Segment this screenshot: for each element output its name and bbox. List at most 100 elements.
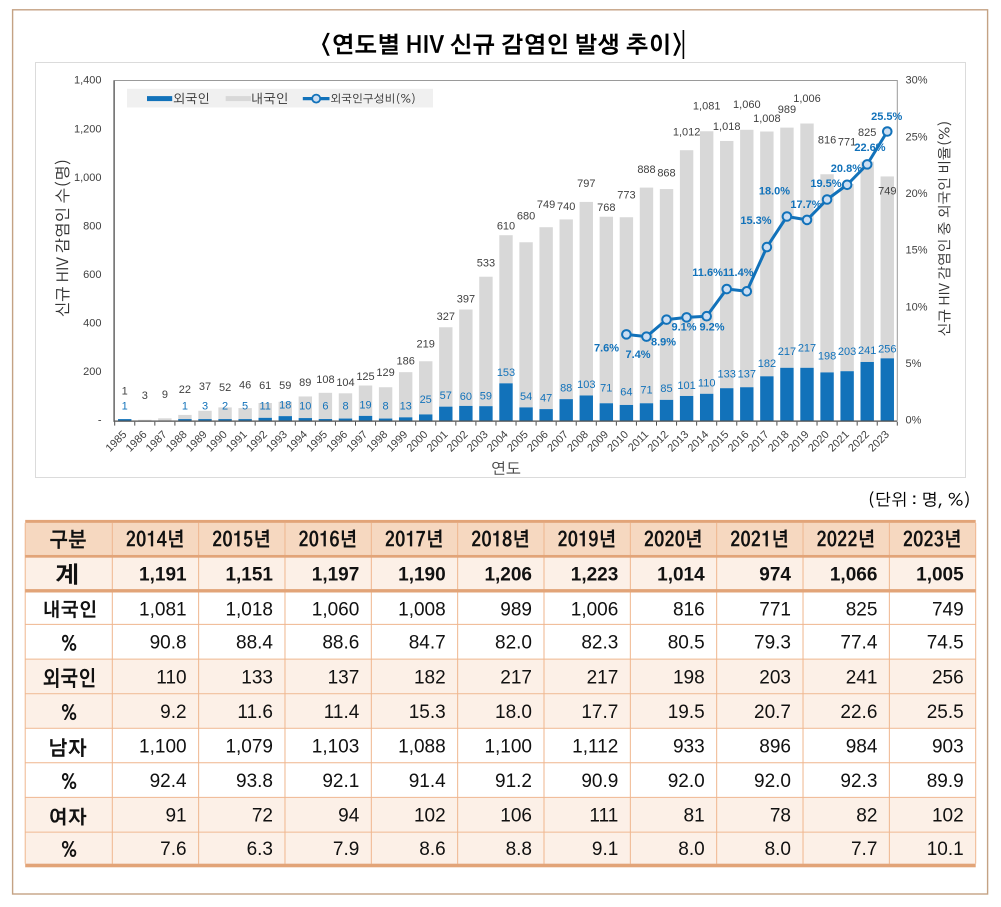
svg-text:1,151: 1,151	[225, 564, 273, 585]
svg-text:133: 133	[718, 368, 736, 380]
svg-text:200: 200	[83, 366, 101, 378]
svg-text:46: 46	[239, 380, 251, 392]
svg-text:797: 797	[577, 178, 595, 190]
svg-text:108: 108	[316, 374, 334, 386]
svg-text:749: 749	[878, 186, 896, 198]
svg-text:91.2: 91.2	[495, 771, 532, 792]
svg-text:59: 59	[480, 391, 492, 403]
svg-text:19.5%: 19.5%	[810, 178, 841, 190]
svg-text:7.6: 7.6	[160, 839, 186, 860]
svg-text:10.1: 10.1	[927, 839, 964, 860]
svg-text:92.4: 92.4	[150, 771, 187, 792]
svg-text:217: 217	[798, 343, 816, 355]
svg-text:11: 11	[259, 401, 270, 413]
svg-text:8: 8	[383, 401, 389, 413]
svg-text:1,006: 1,006	[793, 93, 821, 105]
svg-text:15%: 15%	[906, 245, 928, 257]
svg-text:198: 198	[673, 667, 705, 688]
svg-text:1,081: 1,081	[693, 101, 721, 113]
svg-text:186: 186	[397, 356, 415, 368]
svg-text:1: 1	[122, 386, 128, 398]
svg-text:1,081: 1,081	[139, 600, 187, 621]
svg-text:85: 85	[660, 383, 672, 395]
svg-text:1,060: 1,060	[312, 600, 360, 621]
svg-text:110: 110	[698, 378, 716, 390]
svg-text:20%: 20%	[906, 188, 928, 200]
svg-text:773: 773	[617, 190, 635, 202]
svg-text:10: 10	[299, 401, 311, 413]
svg-text:82.0: 82.0	[495, 633, 532, 654]
svg-text:84.7: 84.7	[409, 633, 446, 654]
svg-text:94: 94	[338, 806, 360, 827]
svg-text:82.3: 82.3	[581, 633, 618, 654]
svg-text:11.4: 11.4	[324, 702, 360, 723]
svg-text:92.1: 92.1	[322, 771, 359, 792]
svg-text:5: 5	[242, 401, 248, 413]
svg-text:3: 3	[202, 401, 208, 413]
svg-text:6.3: 6.3	[247, 839, 273, 860]
svg-text:1,018: 1,018	[225, 600, 273, 621]
svg-text:71: 71	[640, 385, 652, 397]
svg-text:1,006: 1,006	[571, 600, 619, 621]
svg-text:137: 137	[328, 667, 360, 688]
svg-text:816: 816	[673, 600, 705, 621]
svg-text:217: 217	[778, 346, 796, 358]
svg-text:8.8: 8.8	[506, 839, 532, 860]
svg-text:1: 1	[182, 401, 188, 413]
svg-text:89.9: 89.9	[927, 771, 964, 792]
svg-text:74.5: 74.5	[927, 633, 964, 654]
svg-text:8: 8	[342, 401, 348, 413]
svg-text:933: 933	[673, 736, 705, 757]
svg-text:3: 3	[142, 390, 148, 402]
svg-text:61: 61	[259, 380, 271, 392]
svg-text:610: 610	[497, 221, 515, 233]
svg-text:1,088: 1,088	[398, 736, 446, 757]
svg-text:256: 256	[878, 344, 896, 356]
svg-text:64: 64	[620, 387, 632, 399]
svg-text:7.4%: 7.4%	[625, 349, 650, 361]
svg-text:17.7%: 17.7%	[790, 199, 821, 211]
svg-text:680: 680	[517, 211, 535, 223]
svg-text:22: 22	[179, 384, 191, 396]
svg-text:30%: 30%	[906, 75, 928, 87]
svg-text:989: 989	[778, 104, 796, 116]
svg-text:10%: 10%	[906, 301, 928, 313]
svg-text:749: 749	[932, 600, 964, 621]
svg-text:2: 2	[222, 401, 228, 413]
svg-text:0%: 0%	[906, 415, 922, 427]
svg-text:57: 57	[440, 390, 452, 402]
svg-text:37: 37	[199, 381, 211, 393]
svg-text:1,206: 1,206	[484, 564, 532, 585]
svg-text:129: 129	[376, 367, 394, 379]
svg-text:101: 101	[677, 380, 695, 392]
svg-text:25.5%: 25.5%	[871, 111, 902, 123]
svg-text:989: 989	[500, 600, 532, 621]
svg-text:1,103: 1,103	[312, 736, 360, 757]
svg-text:8.0: 8.0	[765, 839, 791, 860]
svg-text:11.6: 11.6	[237, 702, 273, 723]
svg-text:768: 768	[597, 202, 615, 214]
svg-text:11.4%: 11.4%	[723, 267, 754, 279]
svg-text:91.4: 91.4	[409, 771, 446, 792]
svg-text:92.3: 92.3	[840, 771, 877, 792]
svg-text:1,014: 1,014	[657, 564, 705, 585]
svg-text:11.6%: 11.6%	[692, 267, 723, 279]
svg-text:1,197: 1,197	[312, 564, 360, 585]
svg-text:219: 219	[417, 339, 435, 351]
svg-text:1,100: 1,100	[484, 736, 532, 757]
svg-text:72: 72	[252, 806, 273, 827]
svg-text:79.3: 79.3	[754, 633, 791, 654]
svg-text:54: 54	[520, 391, 532, 403]
svg-text:1,008: 1,008	[753, 113, 781, 125]
svg-text:8.9%: 8.9%	[651, 337, 676, 349]
svg-text:974: 974	[759, 564, 791, 585]
svg-text:18: 18	[279, 400, 291, 412]
svg-text:6: 6	[322, 401, 328, 413]
svg-text:9.1%: 9.1%	[671, 322, 696, 334]
svg-text:1,066: 1,066	[830, 564, 878, 585]
svg-text:1,100: 1,100	[139, 736, 187, 757]
svg-text:1,190: 1,190	[398, 564, 446, 585]
svg-text:80.5: 80.5	[668, 633, 705, 654]
svg-text:888: 888	[637, 164, 655, 176]
svg-text:825: 825	[858, 127, 876, 139]
